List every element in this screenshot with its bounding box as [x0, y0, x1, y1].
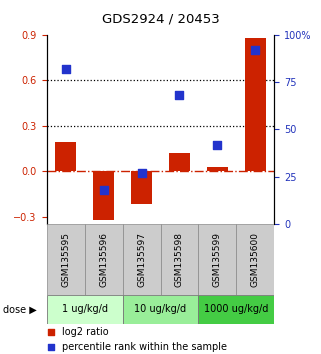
Point	[253, 47, 258, 53]
Point	[215, 142, 220, 147]
Bar	[198, 224, 237, 295]
Text: 10 ug/kg/d: 10 ug/kg/d	[134, 304, 187, 314]
Point	[101, 187, 106, 193]
Text: GSM135599: GSM135599	[213, 232, 222, 287]
Bar	[169, 153, 190, 171]
Text: GSM135596: GSM135596	[99, 232, 108, 287]
Text: log2 ratio: log2 ratio	[63, 327, 109, 337]
Bar	[245, 38, 266, 171]
Text: GSM135600: GSM135600	[251, 232, 260, 287]
Bar	[237, 224, 274, 295]
Text: GDS2924 / 20453: GDS2924 / 20453	[102, 12, 219, 25]
Bar	[47, 224, 84, 295]
Point	[63, 66, 68, 72]
Text: GSM135598: GSM135598	[175, 232, 184, 287]
Bar	[131, 171, 152, 204]
Text: GSM135597: GSM135597	[137, 232, 146, 287]
Point	[177, 92, 182, 98]
Bar	[207, 166, 228, 171]
Bar	[123, 224, 160, 295]
Bar	[47, 295, 123, 324]
Bar	[84, 224, 123, 295]
Bar	[123, 295, 198, 324]
Text: GSM135595: GSM135595	[61, 232, 70, 287]
Bar	[93, 171, 114, 219]
Bar	[198, 295, 274, 324]
Text: percentile rank within the sample: percentile rank within the sample	[63, 342, 228, 352]
Bar	[55, 142, 76, 171]
Text: 1 ug/kg/d: 1 ug/kg/d	[62, 304, 108, 314]
Point	[48, 330, 54, 335]
Text: 1000 ug/kg/d: 1000 ug/kg/d	[204, 304, 269, 314]
Text: dose ▶: dose ▶	[3, 304, 37, 314]
Point	[139, 170, 144, 176]
Bar	[160, 224, 198, 295]
Point	[48, 344, 54, 350]
